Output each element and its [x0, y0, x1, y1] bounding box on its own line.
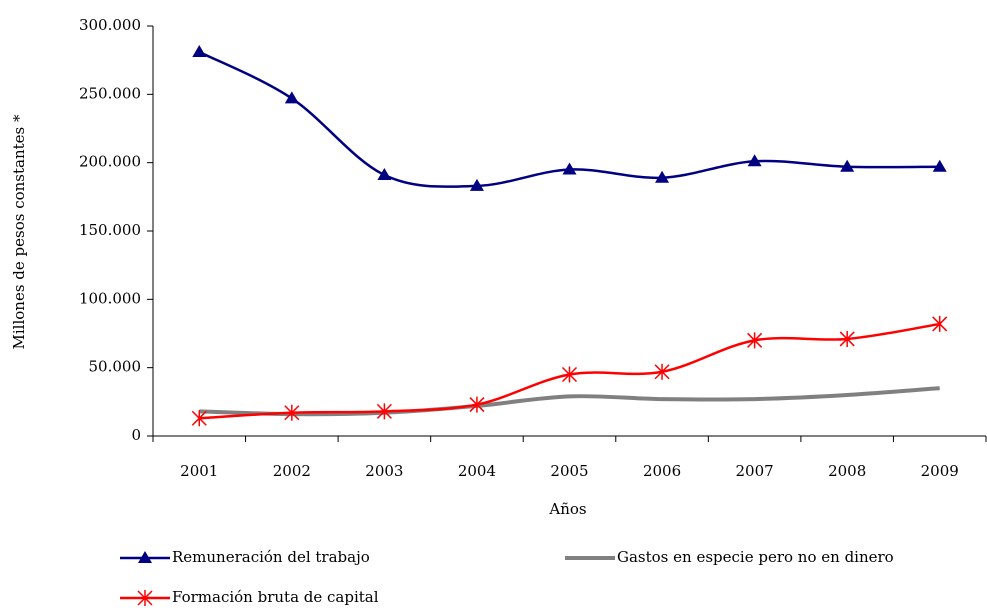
marker: [377, 167, 392, 180]
marker: [932, 315, 948, 332]
y-tick-label: 250.000: [79, 84, 141, 102]
x-tick-label: 2001: [180, 462, 218, 480]
marker: [840, 159, 855, 172]
x-axis-title: Años: [548, 500, 586, 518]
legend-item: Gastos en especie pero no en dinero: [565, 548, 894, 566]
legend-marker: [137, 590, 153, 606]
x-tick-label: 2008: [828, 462, 866, 480]
y-tick-label: 100.000: [79, 289, 141, 307]
x-tick-label: 2007: [736, 462, 774, 480]
x-tick-label: 2009: [921, 462, 959, 480]
marker: [376, 403, 392, 420]
legend-item: Remuneración del trabajo: [120, 548, 370, 566]
marker: [469, 178, 484, 191]
marker: [655, 170, 670, 183]
x-tick-label: 2005: [550, 462, 588, 480]
marker: [839, 330, 855, 347]
marker: [284, 404, 300, 421]
x-tick-label: 2004: [458, 462, 496, 480]
marker: [654, 363, 670, 380]
marker: [562, 162, 577, 175]
marker: [192, 44, 207, 57]
marker: [561, 366, 578, 383]
legend-label: Remuneración del trabajo: [172, 548, 370, 566]
x-tick-label: 2002: [273, 462, 311, 480]
y-tick-label: 300.000: [79, 16, 141, 34]
x-tick-label: 2003: [365, 462, 403, 480]
series-line: [198, 50, 940, 188]
y-tick-label: 0: [131, 426, 141, 444]
marker: [284, 91, 299, 104]
marker: [747, 154, 762, 167]
x-tick-label: 2006: [643, 462, 681, 480]
marker: [191, 410, 207, 427]
y-tick-label: 200.000: [79, 153, 141, 171]
legend-label: Formación bruta de capital: [172, 588, 379, 606]
y-axis-title: Millones de pesos constantes *: [10, 114, 28, 349]
marker: [747, 332, 763, 349]
legend-item: Formación bruta de capital: [120, 588, 379, 606]
marker: [469, 396, 485, 413]
legend-label: Gastos en especie pero no en dinero: [617, 548, 894, 566]
series-line: [199, 386, 940, 417]
y-tick-label: 50.000: [89, 358, 142, 376]
y-tick-label: 150.000: [79, 221, 141, 239]
legend-marker: [138, 551, 152, 563]
marker: [932, 159, 947, 172]
